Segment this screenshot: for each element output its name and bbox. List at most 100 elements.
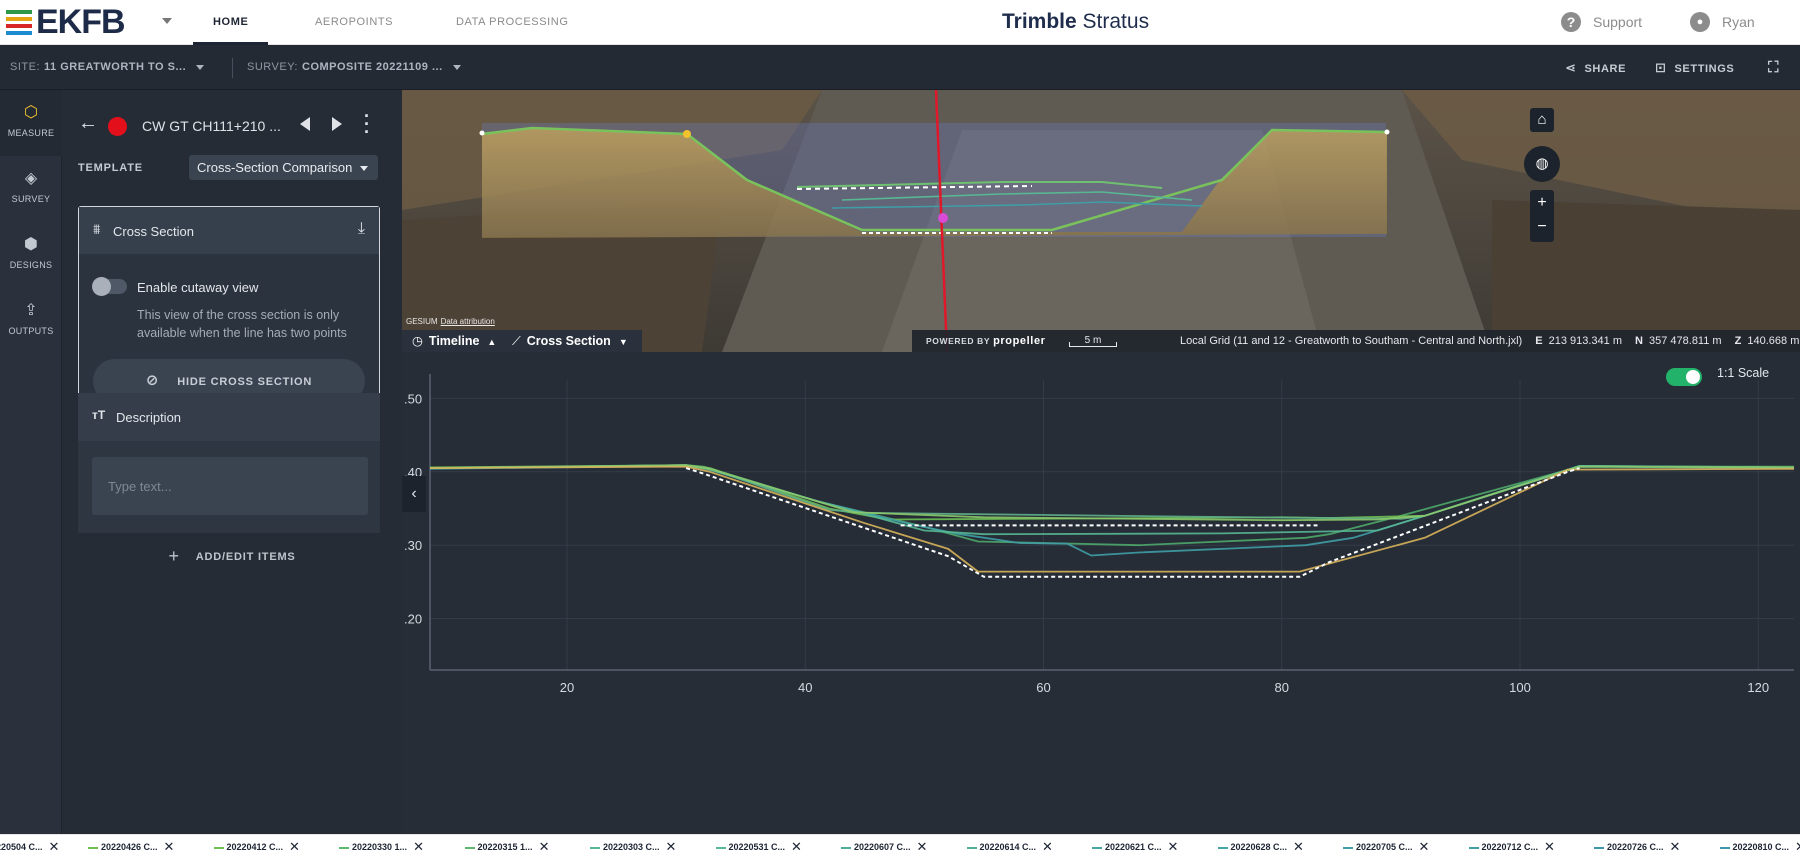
legend-swatch xyxy=(1217,846,1228,849)
legend-item[interactable]: 20220504 C... ✕ xyxy=(0,835,59,858)
remove-series-close-icon[interactable]: ✕ xyxy=(1669,839,1681,854)
description-card: тT Description xyxy=(78,393,380,533)
remove-series-close-icon[interactable]: ✕ xyxy=(1293,839,1304,854)
support-link[interactable]: ? Support xyxy=(1561,12,1642,32)
y-tick-label: .50 xyxy=(404,391,422,406)
legend-item[interactable]: 20220426 C... ✕ xyxy=(88,835,174,858)
legend-swatch xyxy=(715,846,726,849)
description-input[interactable] xyxy=(92,457,368,515)
legend-item[interactable]: 20220531 C... ✕ xyxy=(715,835,802,858)
text-format-icon: тT xyxy=(92,408,106,422)
legend-label: 20220412 C... xyxy=(226,842,284,852)
tab-data-processing[interactable]: DATA PROCESSING xyxy=(456,16,569,28)
globe-icon[interactable]: ◍ xyxy=(1524,146,1560,182)
settings-button[interactable]: ⊡ SETTINGS xyxy=(1655,45,1734,90)
attribution: GESIUM Data attribution xyxy=(406,317,495,326)
org-switcher-chevron-icon[interactable] xyxy=(162,18,172,24)
legend-item[interactable]: 20220705 C... ✕ xyxy=(1343,835,1429,858)
zoom-in-icon[interactable]: + xyxy=(1537,194,1547,211)
survey-key: SURVEY: xyxy=(247,61,298,73)
tab-aeropoints[interactable]: AEROPOINTS xyxy=(315,16,394,28)
remove-series-close-icon[interactable]: ✕ xyxy=(163,839,175,854)
download-icon[interactable]: ⤓ xyxy=(357,220,365,237)
remove-series-close-icon[interactable]: ✕ xyxy=(1167,839,1179,854)
remove-series-close-icon[interactable]: ✕ xyxy=(791,839,802,854)
remove-series-close-icon[interactable]: ✕ xyxy=(916,839,928,854)
viewport-status-strip: ◷ Timeline ▲ ⟋ Cross Section ▼ POWERED BY pro… xyxy=(402,330,1800,352)
chevron-down-icon xyxy=(360,166,369,172)
cutaway-toggle[interactable] xyxy=(92,277,127,296)
legend-item[interactable]: 20220628 C... ✕ xyxy=(1217,835,1304,858)
elevation-label: Z xyxy=(1734,335,1742,347)
cutaway-description: This view of the cross section is only a… xyxy=(137,308,347,340)
legend-item[interactable]: 20220621 C... ✕ xyxy=(1092,835,1178,858)
cross-section-chart-panel: 20 40 60 80 100 120.20.30.40.50 1:1 Scale ‹ xyxy=(402,352,1800,834)
trimble-stratus-brand: Trimble Stratus xyxy=(1002,10,1149,34)
back-arrow-icon[interactable]: ← xyxy=(78,112,98,134)
zoom-out-icon[interactable]: − xyxy=(1537,218,1547,235)
timeline-toggle[interactable]: ◷ Timeline ▲ xyxy=(402,330,502,352)
rail-survey[interactable]: ◈ SURVEY xyxy=(0,156,62,222)
cross-section-toggle[interactable]: ⟋ Cross Section ▼ xyxy=(502,330,642,352)
site-value: 11 GREATWORTH TO S... xyxy=(44,61,187,73)
remove-series-close-icon[interactable]: ✕ xyxy=(538,839,550,854)
remove-series-close-icon[interactable]: ✕ xyxy=(1795,839,1800,854)
x-tick-label: 40 xyxy=(798,680,812,695)
more-options-icon[interactable]: · · · xyxy=(364,106,370,142)
legend-label: 20220621 C... xyxy=(1105,842,1162,852)
legend-swatch xyxy=(339,846,349,849)
user-avatar-icon: ● xyxy=(1690,12,1710,32)
remove-series-close-icon[interactable]: ✕ xyxy=(48,839,60,854)
3d-viewport[interactable]: ⌂ ◍ + − GESIUM Data attribution xyxy=(402,90,1800,352)
legend-item[interactable]: 20220607 C... ✕ xyxy=(841,835,927,858)
remove-series-close-icon[interactable]: ✕ xyxy=(289,839,300,854)
legend-item[interactable]: 20220303 C... ✕ xyxy=(590,835,676,858)
fullscreen-icon[interactable]: ⛶ xyxy=(1768,59,1780,76)
powered-by-text: POWERED BY xyxy=(926,336,991,346)
user-menu[interactable]: ● Ryan xyxy=(1690,12,1755,32)
site-selector[interactable]: SITE: 11 GREATWORTH TO S... xyxy=(10,45,205,90)
rail-measure-label: MEASURE xyxy=(7,128,55,138)
remove-series-close-icon[interactable]: ✕ xyxy=(1042,839,1053,854)
rail-outputs[interactable]: ⇪ OUTPUTS xyxy=(0,288,62,354)
remove-series-close-icon[interactable]: ✕ xyxy=(1418,839,1430,854)
collapse-panel-chevron-left-icon[interactable]: ‹ xyxy=(402,476,426,512)
remove-series-close-icon[interactable]: ✕ xyxy=(1544,839,1555,854)
share-button[interactable]: ⋖ SHARE xyxy=(1565,45,1626,90)
attribution-text: GESIUM xyxy=(406,317,438,326)
site-key: SITE: xyxy=(10,61,41,73)
previous-measurement-icon[interactable] xyxy=(300,117,310,131)
legend-label: 20220614 C... xyxy=(979,842,1037,852)
rail-designs[interactable]: ⬢ DESIGNS xyxy=(0,222,62,288)
share-icon: ⋖ xyxy=(1565,60,1577,75)
top-navigation-bar: EKFB HOME AEROPOINTS DATA PROCESSING Tri… xyxy=(0,0,1800,45)
chevron-down-icon: ▼ xyxy=(618,337,628,347)
brand-bold: Trimble xyxy=(1002,10,1077,33)
measurement-color-swatch[interactable] xyxy=(108,117,127,136)
template-select[interactable]: Cross-Section Comparison xyxy=(189,155,378,180)
survey-selector[interactable]: SURVEY: COMPOSITE 20221109 ... xyxy=(247,45,461,90)
add-edit-items-button[interactable]: + ADD/EDIT ITEMS xyxy=(62,546,402,567)
legend-item[interactable]: 20220614 C... ✕ xyxy=(966,835,1053,858)
cross-section-chart[interactable]: 20 40 60 80 100 120.20.30.40.50 xyxy=(402,352,1800,834)
next-measurement-icon[interactable] xyxy=(332,117,342,131)
tab-home[interactable]: HOME xyxy=(192,0,270,45)
easting-label: E xyxy=(1535,335,1543,347)
rail-measure[interactable]: ⬡ MEASURE xyxy=(0,90,62,156)
data-attribution-link[interactable]: Data attribution xyxy=(440,317,495,326)
legend-item[interactable]: 20220712 C... ✕ xyxy=(1468,835,1555,858)
one-to-one-scale-toggle[interactable] xyxy=(1666,368,1702,386)
legend-item[interactable]: 20220726 C... ✕ xyxy=(1594,835,1680,858)
legend-item[interactable]: 20220315 1... ✕ xyxy=(464,835,550,858)
remove-series-close-icon[interactable]: ✕ xyxy=(665,839,677,854)
legend-item[interactable]: 20220810 C... ✕ xyxy=(1719,835,1800,858)
description-header: тT Description xyxy=(78,393,380,441)
remove-series-close-icon[interactable]: ✕ xyxy=(413,839,424,854)
home-view-icon[interactable]: ⌂ xyxy=(1530,108,1554,132)
legend-label: 20220810 C... xyxy=(1732,842,1790,852)
legend-item[interactable]: 20220412 C... ✕ xyxy=(213,835,300,858)
settings-label: SETTINGS xyxy=(1674,63,1735,75)
timeline-label: Timeline xyxy=(428,334,480,348)
ekfb-logo[interactable]: EKFB xyxy=(6,3,126,41)
legend-item[interactable]: 20220330 1... ✕ xyxy=(339,835,424,858)
